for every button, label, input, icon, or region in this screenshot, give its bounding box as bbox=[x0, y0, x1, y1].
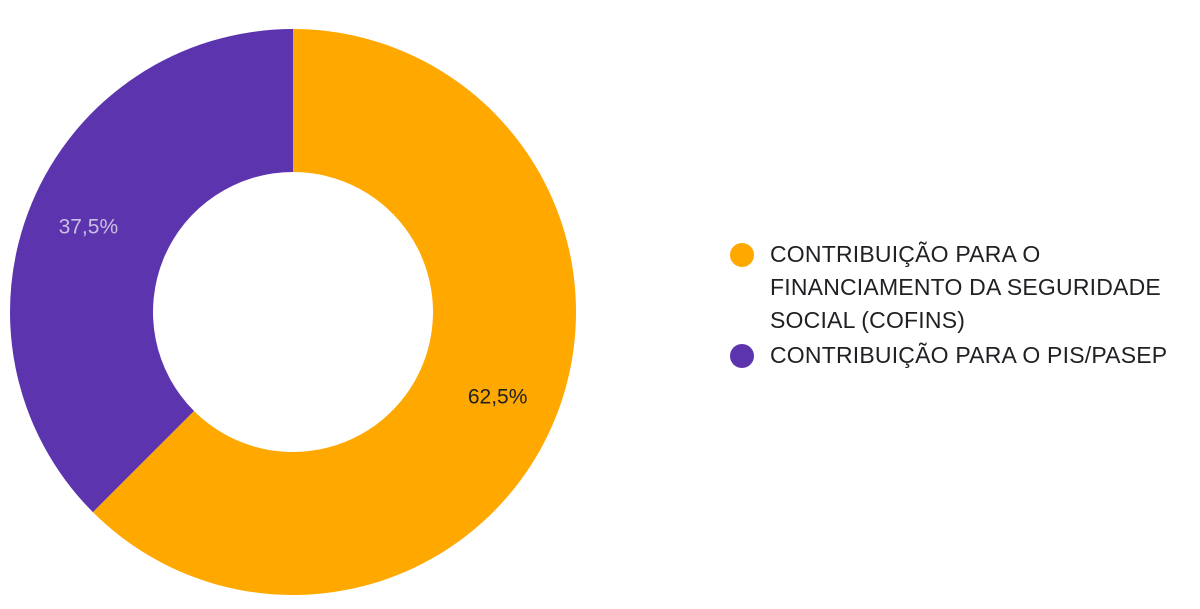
legend-swatch-pis-pasep bbox=[730, 344, 754, 368]
legend-swatch-cofins bbox=[730, 243, 754, 267]
slice-label-pis-pasep: 37,5% bbox=[59, 216, 119, 239]
legend-label-cofins: CONTRIBUIÇÃO PARA O FINANCIAMENTO DA SEG… bbox=[770, 241, 1161, 333]
legend-label-pis-pasep: CONTRIBUIÇÃO PARA O PIS/PASEP bbox=[770, 342, 1168, 368]
donut-slices bbox=[9, 29, 576, 595]
chart-legend: CONTRIBUIÇÃO PARA O FINANCIAMENTO DA SEG… bbox=[730, 238, 1190, 374]
legend-item-pis-pasep[interactable]: CONTRIBUIÇÃO PARA O PIS/PASEP bbox=[730, 339, 1190, 372]
slice-cofins[interactable] bbox=[92, 29, 576, 595]
legend-item-cofins[interactable]: CONTRIBUIÇÃO PARA O FINANCIAMENTO DA SEG… bbox=[730, 238, 1190, 337]
donut-slice-labels: 62,5% 37,5% bbox=[59, 216, 528, 409]
slice-label-cofins: 62,5% bbox=[468, 385, 528, 408]
slice-pis-pasep[interactable] bbox=[9, 29, 293, 513]
